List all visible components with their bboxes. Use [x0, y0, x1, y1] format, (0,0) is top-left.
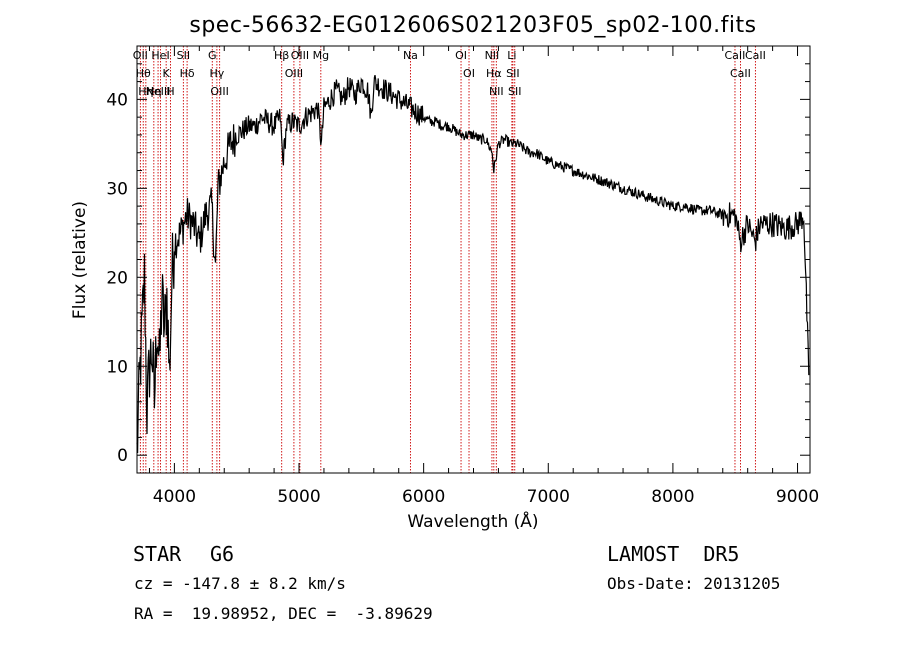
spectral-line-label: SII — [508, 85, 521, 98]
x-axis-label: Wavelength (Å) — [407, 510, 538, 532]
y-tick-label: 0 — [117, 446, 128, 466]
y-axis-label: Flux (relative) — [70, 201, 90, 319]
spectral-line-label: OIII — [291, 49, 309, 62]
x-tick-label: 5000 — [277, 487, 320, 507]
obs-date: Obs-Date: 20131205 — [607, 574, 781, 593]
spectral-line-label: OII — [133, 49, 148, 62]
spectral-line-label: NII — [489, 85, 504, 98]
spectral-line-label: OIII — [285, 67, 303, 80]
spectral-line-label: Hη — [138, 85, 153, 98]
spectral-line-label: SII — [506, 67, 519, 80]
x-tick-label: 9000 — [776, 487, 819, 507]
spectral-line-label: Hα — [486, 67, 502, 80]
spectral-line-label: Li — [507, 49, 516, 62]
spectral-line-markers — [139, 46, 756, 473]
spectral-line-label: Mg — [313, 49, 329, 62]
y-tick-label: 30 — [106, 179, 128, 199]
x-tick-label: 7000 — [527, 487, 570, 507]
spectral-line-label: Hη — [146, 85, 161, 98]
survey-label: LAMOST DR5 — [607, 542, 740, 566]
spectrum-line — [136, 74, 810, 454]
object-subclass: G6 — [210, 542, 235, 566]
chart-title: spec-56632-EG012606S021203F05_sp02-100.f… — [189, 13, 756, 38]
spectral-line-label: K — [163, 67, 171, 80]
spectral-line-label: OIII — [210, 85, 228, 98]
spectral-line-label: CaII — [745, 49, 766, 62]
spectral-line-label: CaII — [725, 49, 746, 62]
x-axis-ticks: 4000 5000 6000 7000 8000 9000 — [148, 46, 819, 507]
x-tick-label: 6000 — [402, 487, 445, 507]
y-axis-ticks: 0 10 20 30 40 — [106, 63, 810, 466]
spectral-line-label: NII — [485, 49, 500, 62]
spectral-line-label: H — [166, 85, 174, 98]
x-tick-label: 8000 — [651, 487, 694, 507]
spectral-line-label: Hβ — [274, 49, 289, 62]
spectral-line-label: G — [208, 49, 217, 62]
y-tick-label: 40 — [106, 90, 128, 110]
object-class: STAR — [133, 542, 182, 566]
plot-frame — [136, 45, 811, 474]
spectral-line-label: OI — [463, 67, 475, 80]
spectral-line-labels: OIIHθHηHηNeIIIHeIKHSIIHδGHγOIIIHβOIIIOII… — [133, 49, 766, 98]
redshift-value: cz = -147.8 ± 8.2 km/s — [134, 574, 346, 593]
spectral-line-label: Na — [403, 49, 418, 62]
spectral-line-label: NeIII — [146, 85, 171, 98]
spectral-line-label: OI — [455, 49, 467, 62]
spectral-line-label: Hδ — [180, 67, 195, 80]
spectral-line-label: SII — [177, 49, 190, 62]
spectral-line-label: Hγ — [209, 67, 224, 80]
spectral-line-label: Hθ — [136, 67, 151, 80]
spectral-line-label: HeI — [151, 49, 169, 62]
x-tick-label: 4000 — [153, 487, 196, 507]
spectral-line-label: CaII — [730, 67, 751, 80]
y-tick-label: 20 — [106, 268, 128, 288]
y-tick-label: 10 — [106, 357, 128, 377]
coordinates: RA = 19.98952, DEC = -3.89629 — [134, 604, 433, 623]
